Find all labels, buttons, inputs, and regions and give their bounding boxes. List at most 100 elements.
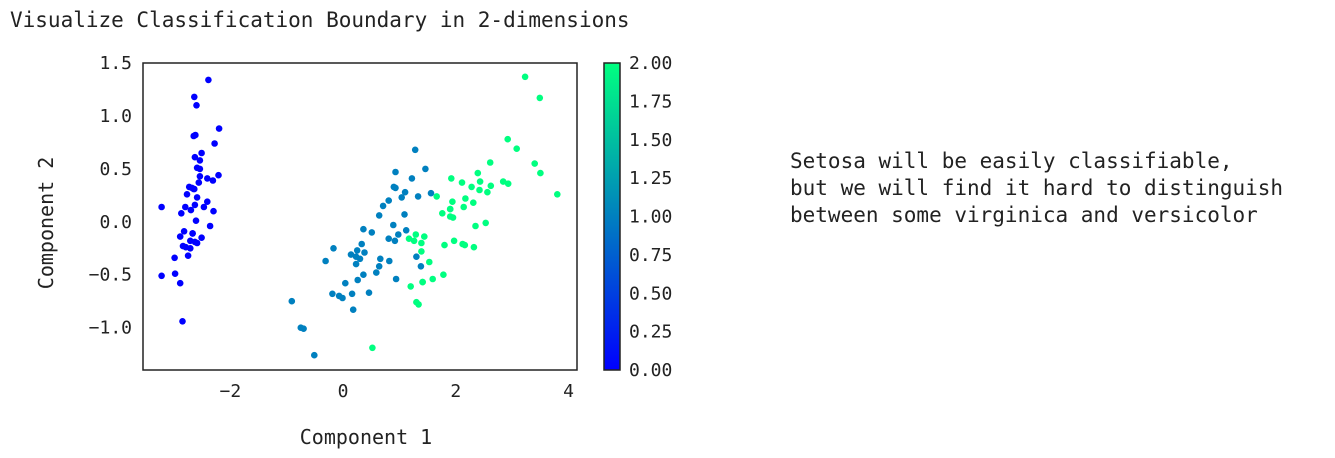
data-point: [187, 206, 195, 214]
data-point: [391, 237, 399, 245]
data-point: [441, 241, 448, 249]
y-tick-label: −1.0: [89, 318, 132, 339]
data-point: [476, 178, 484, 185]
data-point: [171, 270, 179, 278]
data-point: [215, 171, 222, 179]
data-point: [198, 234, 205, 241]
data-point: [311, 351, 318, 359]
data-point: [427, 189, 435, 197]
annotation-line: Setosa will be easily classifiable,: [790, 149, 1233, 173]
annotation-line: but we will find it hard to distinguish: [790, 176, 1284, 200]
plot-frame: [142, 62, 578, 371]
data-point: [200, 203, 208, 211]
data-point: [461, 241, 469, 249]
data-point: [204, 175, 211, 182]
colorbar-tick-label: 2.00: [629, 53, 672, 74]
data-point: [411, 146, 419, 154]
data-point: [421, 233, 428, 240]
data-point: [171, 254, 178, 262]
y-tick-label: 1.0: [99, 106, 132, 127]
y-axis-ticks: 1.5 1.0 0.5 0.0 −0.5 −1.0: [89, 53, 132, 339]
data-point: [206, 222, 214, 230]
colorbar-ticks: 2.00 1.75 1.50 1.25 1.00 0.75 0.50 0.25 0.00: [629, 53, 672, 381]
data-point: [211, 140, 218, 147]
data-point: [369, 344, 376, 352]
data-point: [368, 229, 376, 236]
data-point: [419, 278, 426, 286]
data-point: [482, 219, 490, 227]
x-axis-ticks: −2 0 2 4: [220, 381, 574, 402]
y-axis-label: Component 2: [34, 157, 58, 289]
data-points: [158, 73, 561, 359]
data-point: [487, 182, 495, 190]
data-point: [413, 298, 420, 306]
colorbar-tick-label: 1.75: [629, 91, 672, 112]
x-axis-label: Component 1: [300, 425, 432, 449]
data-point: [373, 269, 380, 276]
data-point: [195, 179, 203, 186]
data-point: [176, 279, 184, 287]
data-point: [414, 193, 422, 200]
data-point: [470, 199, 477, 206]
data-point: [335, 292, 343, 300]
data-point: [401, 188, 409, 196]
data-point: [176, 233, 184, 240]
data-point: [178, 210, 185, 217]
data-point: [407, 283, 415, 290]
data-point: [410, 237, 418, 245]
data-point: [375, 263, 383, 270]
data-point: [209, 177, 217, 184]
data-point: [504, 135, 512, 143]
data-point: [402, 227, 410, 234]
data-point: [470, 243, 478, 251]
data-point: [329, 290, 336, 298]
data-point: [196, 165, 204, 173]
data-point: [408, 175, 416, 182]
data-point: [184, 252, 192, 259]
data-point: [386, 257, 393, 265]
data-point: [450, 237, 458, 245]
data-point: [417, 263, 425, 270]
data-point: [365, 289, 373, 297]
data-point: [288, 297, 296, 305]
data-point: [183, 191, 191, 198]
data-point: [193, 239, 201, 247]
data-point: [191, 93, 198, 101]
data-point: [422, 165, 429, 173]
data-point: [204, 198, 211, 205]
data-point: [158, 272, 165, 280]
data-point: [395, 231, 402, 238]
data-point: [468, 183, 475, 191]
x-tick-label: 4: [563, 381, 574, 402]
data-point: [433, 193, 441, 200]
data-point: [330, 245, 337, 252]
x-tick-label: 2: [450, 381, 461, 402]
data-point: [413, 253, 420, 260]
data-point: [210, 207, 217, 215]
colorbar: [603, 62, 621, 371]
data-point: [179, 318, 186, 325]
colorbar-tick-label: 0.25: [629, 322, 672, 343]
data-point: [349, 306, 357, 314]
data-point: [521, 73, 529, 81]
data-point: [390, 221, 397, 229]
data-point: [513, 145, 520, 152]
data-point: [412, 231, 420, 238]
data-point: [205, 76, 212, 84]
data-point: [379, 202, 387, 210]
data-point: [198, 149, 205, 157]
y-tick-label: −0.5: [89, 265, 132, 286]
data-point: [439, 210, 446, 217]
data-point: [361, 249, 368, 256]
data-point: [352, 260, 360, 268]
data-point: [446, 205, 454, 213]
colorbar-tick-label: 1.25: [629, 168, 672, 189]
y-tick-label: 1.5: [99, 53, 132, 74]
data-point: [182, 203, 189, 211]
data-point: [474, 169, 482, 177]
data-point: [196, 173, 204, 180]
data-point: [554, 191, 561, 198]
data-point: [405, 235, 413, 242]
data-point: [392, 168, 399, 176]
